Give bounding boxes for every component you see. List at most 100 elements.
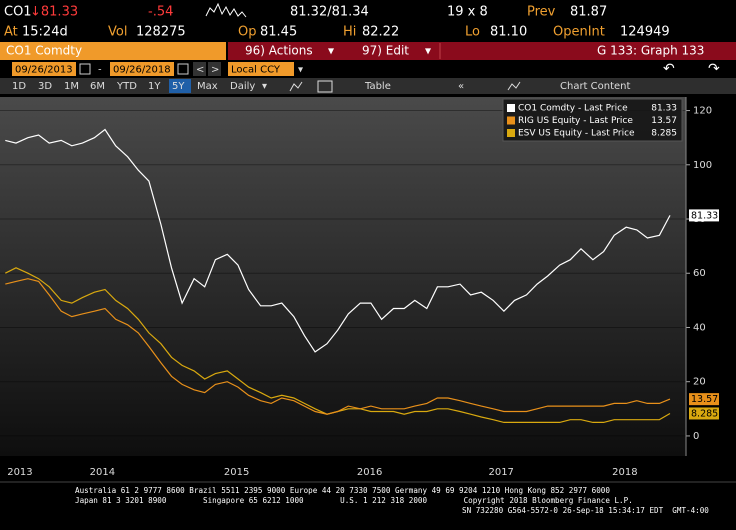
x-tick-label: 2013 (7, 467, 32, 478)
actions-arrow: ▾ (328, 44, 334, 58)
end-date[interactable]: 09/26/2018 (113, 65, 171, 76)
prev: 81.87 (570, 5, 607, 20)
oi: 124949 (620, 25, 670, 40)
calendar-icon[interactable] (79, 63, 91, 75)
legend-value: 81.33 (651, 104, 677, 114)
footer-line: Australia 61 2 9777 8600 Brazil 5511 239… (75, 486, 610, 495)
y-tick-label: 100 (693, 160, 712, 171)
y-tick-label: 40 (693, 322, 706, 333)
next-arrow: > (211, 65, 219, 76)
dash: - (98, 65, 102, 76)
range-button[interactable]: 5Y (172, 81, 185, 92)
prev-button[interactable] (193, 62, 206, 76)
menu-bar (228, 42, 736, 60)
series-line (5, 128, 671, 353)
size: 19 x 8 (447, 5, 488, 20)
y-tick-label: 0 (693, 431, 699, 442)
currency-arrow: ▾ (298, 65, 303, 76)
plot: 0204060801001202013201420152016201720188… (0, 97, 719, 478)
line-icon[interactable] (289, 81, 303, 92)
range-button[interactable]: YTD (116, 81, 137, 92)
low: 81.10 (490, 25, 527, 40)
redo-icon[interactable]: ↷ (708, 61, 720, 77)
time: 15:24d (22, 25, 68, 40)
vol-label: Vol (108, 25, 127, 40)
range-button[interactable]: 1M (64, 81, 79, 92)
last-value-label: 81.33 (691, 210, 718, 221)
chart-content[interactable]: Chart Content (560, 81, 631, 92)
prev-label: Prev (527, 5, 556, 20)
x-tick-label: 2018 (612, 467, 637, 478)
undo-icon[interactable]: ↶ (663, 61, 675, 77)
legend-label: ESV US Equity - Last Price (518, 129, 635, 139)
chart-icon (507, 81, 521, 91)
security[interactable]: CO1 Comdty (6, 44, 82, 58)
open: 81.45 (260, 25, 297, 40)
last-value-label: 13.57 (691, 394, 718, 405)
last-value-label: 8.285 (691, 408, 718, 419)
x-tick-label: 2015 (224, 467, 249, 478)
legend-entries: CO1 Comdty - Last Price 81.33 RIG US Equit… (507, 104, 677, 139)
edit-menu[interactable]: 97) Edit (362, 44, 409, 58)
legend-value: 8.285 (651, 129, 677, 139)
prev-arrow: < (196, 65, 204, 76)
legend-swatch (507, 104, 515, 112)
graph-name: G 133: Graph 133 (597, 44, 704, 58)
last-value-tag (689, 393, 719, 406)
legend-value: 13.57 (651, 116, 677, 126)
start-date[interactable]: 09/26/2013 (15, 65, 73, 76)
y-tick-label: 120 (693, 106, 712, 117)
x-tick-label: 2014 (90, 467, 115, 478)
y-tick-label: 20 (693, 377, 706, 388)
last-value-tag (689, 209, 719, 222)
last-value-tag (689, 407, 719, 420)
range-button[interactable]: 3D (38, 81, 52, 92)
end-date-box (110, 62, 174, 76)
plot-background (0, 97, 686, 456)
candle-icon[interactable] (317, 80, 333, 93)
currency-box (228, 62, 294, 76)
vol: 128275 (136, 25, 186, 40)
high-label: Hi (343, 25, 356, 40)
open-label: Op (238, 25, 256, 40)
range-button[interactable]: 1D (12, 81, 26, 92)
footer-line: SN 732280 G564-5572-0 26-Sep-18 15:34:17… (462, 506, 709, 515)
change: -.54 (148, 5, 173, 20)
edit-arrow: ▾ (425, 44, 431, 58)
table-button[interactable]: Table (364, 81, 391, 92)
legend (502, 98, 683, 142)
frequency-arrow: ▾ (262, 81, 267, 92)
ticker: CO1 (4, 5, 32, 20)
start-date-box (12, 62, 76, 76)
selected-range (169, 79, 191, 93)
calendar-icon[interactable] (177, 63, 189, 75)
high: 82.22 (362, 25, 399, 40)
next-button[interactable] (208, 62, 221, 76)
sparkline-icon (205, 2, 247, 18)
at-label: At (4, 25, 18, 40)
range-button[interactable]: 6M (90, 81, 105, 92)
y-tick-label: 60 (693, 268, 706, 279)
actions-menu[interactable]: 96) Actions (245, 44, 313, 58)
series-line (5, 278, 671, 415)
legend-swatch (507, 116, 515, 125)
bid-ask: 81.32/81.34 (290, 5, 369, 20)
range-buttons: 1D 3D 1M 6M YTD 1Y 5Y Max (12, 79, 218, 93)
legend-label: CO1 Comdty - Last Price (518, 104, 628, 114)
legend-label: RIG US Equity - Last Price (518, 116, 633, 126)
currency[interactable]: Local CCY (231, 65, 281, 76)
x-tick-label: 2016 (357, 467, 382, 478)
range-button[interactable]: 1Y (148, 81, 161, 92)
legend-swatch (507, 129, 515, 137)
last-price: ↓81.33 (30, 5, 78, 20)
range-button[interactable]: Max (197, 81, 218, 92)
collapse-icon[interactable]: « (458, 81, 464, 92)
x-tick-label: 2017 (488, 467, 513, 478)
security-bar (0, 42, 226, 60)
frequency[interactable]: Daily (230, 81, 255, 92)
footer-line: Japan 81 3 3201 8900 Singapore 65 6212 1… (75, 496, 633, 505)
oi-label: OpenInt (553, 25, 605, 40)
low-label: Lo (465, 25, 480, 40)
